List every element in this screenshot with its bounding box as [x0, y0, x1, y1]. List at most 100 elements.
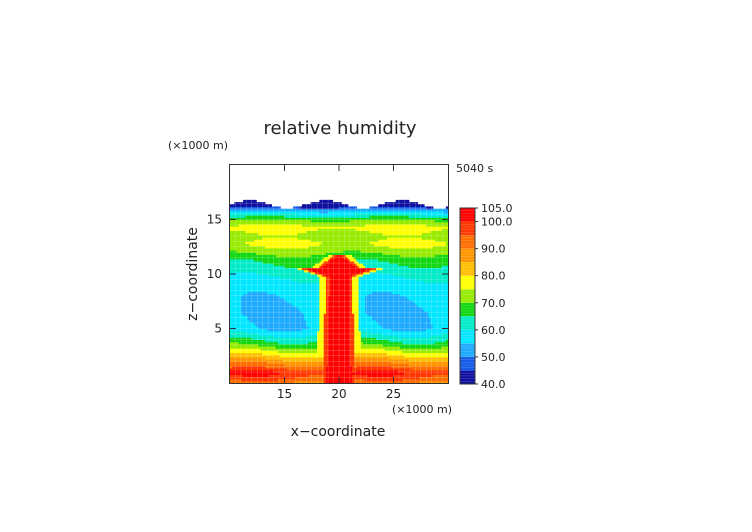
field-cell — [273, 228, 277, 231]
field-cell — [253, 359, 257, 362]
field-cell — [269, 265, 273, 269]
field-cell — [304, 365, 307, 369]
field-cell — [312, 256, 316, 260]
field-cell — [336, 243, 340, 247]
field-cell — [273, 302, 277, 306]
field-cell — [253, 304, 257, 308]
field-cell — [345, 345, 349, 349]
field-cell — [343, 267, 347, 271]
field-cell — [234, 345, 238, 349]
field-cell — [288, 232, 292, 236]
field-cell — [245, 210, 249, 214]
field-cell — [271, 297, 275, 301]
field-cell — [315, 212, 318, 216]
field-cell — [260, 359, 264, 362]
field-cell — [282, 234, 286, 238]
field-cell — [336, 315, 340, 319]
field-cell — [284, 306, 288, 310]
field-cell — [247, 313, 251, 317]
field-cell — [282, 245, 286, 249]
field-cell — [325, 263, 329, 266]
field-cell — [260, 324, 264, 327]
field-cell — [267, 354, 270, 358]
field-cell — [347, 226, 351, 229]
field-cell — [349, 221, 353, 225]
field-cell — [258, 276, 262, 279]
field-cell — [291, 311, 294, 314]
field-cell — [238, 263, 242, 266]
field-cell — [293, 210, 296, 214]
field-cell — [269, 328, 273, 332]
field-cell — [288, 311, 292, 314]
field-cell — [256, 289, 259, 293]
field-cell — [271, 210, 275, 214]
field-cell — [267, 337, 270, 340]
field-cell — [260, 313, 264, 317]
field-cell — [253, 341, 257, 345]
field-cell — [315, 324, 318, 327]
field-cell — [251, 232, 255, 236]
field-cell — [264, 278, 268, 282]
field-cell — [297, 367, 301, 371]
field-cell — [339, 372, 342, 375]
field-cell — [328, 236, 331, 240]
field-cell — [356, 304, 360, 308]
field-cell — [349, 208, 353, 212]
field-cell — [315, 282, 318, 286]
field-cell — [347, 311, 351, 314]
field-cell — [325, 265, 329, 269]
field-cell — [356, 345, 360, 349]
field-cell — [358, 217, 362, 221]
field-cell — [328, 352, 331, 356]
field-cell — [349, 350, 353, 354]
field-cell — [236, 282, 240, 286]
field-cell — [304, 297, 307, 301]
field-cell — [247, 247, 251, 251]
field-cell — [230, 326, 233, 330]
field-cell — [339, 348, 342, 351]
field-cell — [299, 252, 303, 255]
field-cell — [336, 367, 340, 371]
field-cell — [273, 335, 277, 338]
field-cell — [354, 241, 358, 245]
field-cell — [358, 380, 362, 384]
field-cell — [325, 341, 329, 345]
field-cell — [295, 245, 299, 249]
field-cell — [299, 280, 303, 284]
field-cell — [334, 317, 338, 321]
field-cell — [297, 330, 301, 334]
field-cell — [323, 282, 327, 286]
field-cell — [260, 378, 264, 382]
field-cell — [293, 341, 296, 345]
field-cell — [299, 245, 303, 249]
field-cell — [267, 321, 270, 325]
field-cell — [251, 289, 255, 293]
field-cell — [304, 215, 307, 218]
field-cell — [234, 308, 238, 312]
field-cell — [262, 204, 266, 208]
field-cell — [306, 282, 310, 286]
field-cell — [328, 202, 331, 205]
field-cell — [334, 239, 338, 242]
field-cell — [356, 356, 360, 360]
field-cell — [328, 289, 331, 293]
field-cell — [236, 239, 240, 242]
field-cell — [334, 256, 338, 260]
field-cell — [282, 306, 286, 310]
field-cell — [232, 293, 235, 297]
field-cell — [249, 350, 253, 354]
field-cell — [293, 215, 296, 218]
field-cell — [336, 348, 340, 351]
field-cell — [286, 297, 290, 301]
field-cell — [323, 313, 327, 317]
field-cell — [253, 284, 257, 288]
field-cell — [328, 317, 331, 321]
field-cell — [315, 230, 318, 234]
field-cell — [245, 324, 249, 327]
field-cell — [334, 378, 338, 382]
field-cell — [306, 271, 310, 275]
field-cell — [304, 291, 307, 295]
field-cell — [273, 267, 277, 271]
field-cell — [240, 367, 244, 371]
field-cell — [328, 271, 331, 275]
